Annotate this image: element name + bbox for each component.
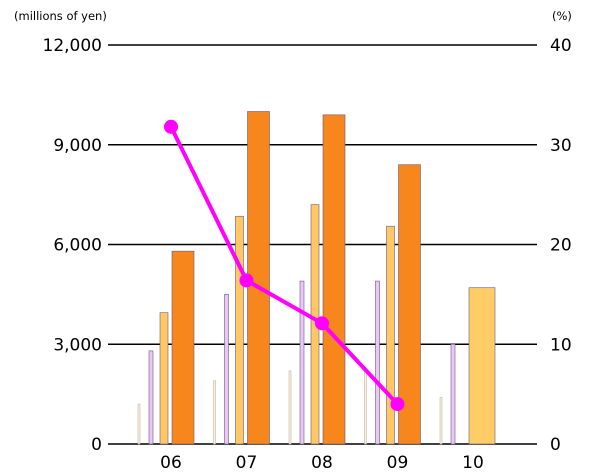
left-tick-label: 3,000	[53, 335, 102, 355]
right-axis-ticks: 0 10 20 30 40	[550, 36, 572, 455]
bar	[375, 280, 380, 445]
right-tick-label: 0	[550, 435, 561, 455]
line-point	[239, 273, 254, 288]
line-point	[390, 397, 405, 412]
bar	[386, 225, 395, 445]
bar	[450, 343, 456, 445]
bar	[468, 287, 496, 445]
bar	[364, 370, 367, 445]
left-axis-unit-label: (millions of yen)	[14, 9, 107, 23]
bar	[148, 350, 154, 445]
left-tick-label: 12,000	[43, 36, 102, 56]
bar-series	[137, 111, 496, 445]
bar	[439, 397, 443, 445]
line-point	[164, 119, 178, 134]
bar	[137, 403, 141, 445]
right-tick-label: 10	[550, 335, 572, 355]
bar	[398, 164, 421, 445]
x-axis-ticks: 06 07 08 09 10	[160, 453, 484, 472]
bar	[159, 312, 169, 445]
left-axis-ticks: 0 3,000 6,000 9,000 12,000	[43, 36, 102, 455]
bar	[224, 294, 229, 445]
right-tick-label: 20	[550, 236, 572, 256]
bar	[322, 114, 346, 445]
x-tick-label: 10	[462, 453, 484, 472]
bar	[299, 280, 305, 445]
line-point	[315, 316, 329, 331]
right-tick-label: 40	[550, 36, 572, 56]
bar	[171, 250, 195, 445]
bar	[235, 215, 244, 445]
left-tick-label: 6,000	[53, 236, 102, 256]
left-tick-label: 9,000	[53, 136, 102, 156]
bar	[213, 380, 216, 445]
right-tick-label: 30	[550, 136, 572, 156]
left-tick-label: 0	[91, 435, 102, 455]
right-axis-unit-label: (%)	[552, 9, 572, 23]
line-series	[164, 119, 405, 412]
x-tick-label: 07	[236, 453, 258, 472]
x-tick-label: 06	[160, 453, 182, 472]
x-tick-label: 09	[387, 453, 409, 472]
line-series-path	[169, 125, 399, 406]
bar	[288, 370, 292, 445]
x-tick-label: 08	[311, 453, 333, 472]
